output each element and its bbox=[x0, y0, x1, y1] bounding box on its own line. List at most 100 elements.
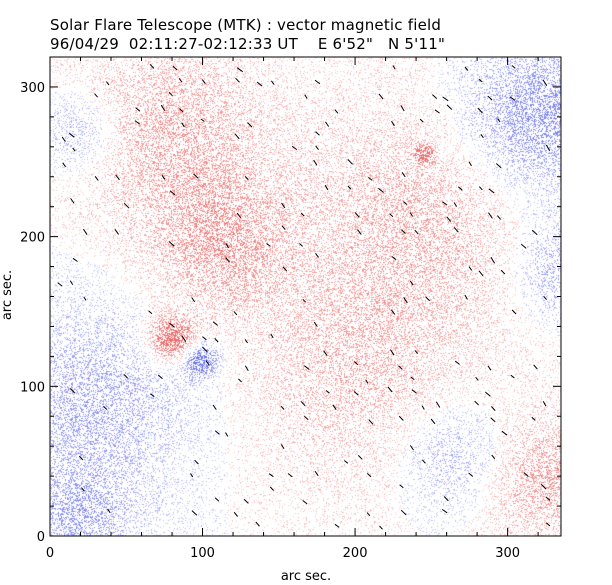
field-vector bbox=[300, 212, 305, 217]
field-vector bbox=[281, 202, 286, 209]
field-vector bbox=[543, 295, 547, 301]
chart-subtitle: 96/04/29 02:11:27-02:12:33 UT E 6'52" N … bbox=[50, 35, 446, 53]
field-vector bbox=[510, 374, 515, 379]
field-vector bbox=[365, 379, 369, 384]
chart-title: Solar Flare Telescope (MTK) : vector mag… bbox=[50, 16, 442, 34]
field-vector bbox=[454, 360, 460, 365]
field-vector bbox=[378, 187, 384, 193]
field-vector bbox=[70, 198, 75, 204]
y-tick-label: 100 bbox=[20, 380, 45, 395]
field-vector bbox=[468, 266, 473, 271]
field-vector bbox=[487, 95, 493, 101]
field-vector bbox=[545, 522, 551, 527]
field-vector bbox=[478, 78, 483, 83]
field-vector bbox=[468, 472, 474, 477]
field-vector bbox=[368, 419, 374, 425]
x-axis-label: arc sec. bbox=[281, 569, 331, 584]
field-vector bbox=[357, 455, 363, 460]
y-axis: 0 100 200 300 bbox=[20, 56, 561, 545]
field-vector bbox=[315, 252, 319, 258]
field-vector bbox=[446, 104, 453, 110]
field-vector bbox=[269, 486, 274, 491]
field-vector bbox=[478, 270, 484, 277]
field-vector bbox=[446, 216, 452, 222]
field-vector bbox=[347, 159, 353, 165]
field-vector bbox=[61, 136, 66, 142]
field-vector bbox=[425, 296, 431, 302]
field-vector bbox=[78, 455, 84, 461]
field-vector bbox=[313, 321, 318, 327]
magnetogram-field-image bbox=[50, 57, 561, 536]
field-vector bbox=[509, 96, 516, 101]
field-vector bbox=[157, 374, 163, 380]
field-vector bbox=[190, 473, 194, 478]
field-vector bbox=[169, 322, 175, 328]
field-vector bbox=[72, 257, 78, 262]
field-vector bbox=[172, 65, 178, 71]
field-vector bbox=[325, 390, 330, 394]
field-vector bbox=[225, 257, 230, 263]
field-vector bbox=[304, 94, 308, 99]
y-tick-label: 0 bbox=[37, 530, 45, 545]
field-vector bbox=[168, 92, 173, 97]
field-vector bbox=[181, 335, 187, 342]
field-vector bbox=[179, 108, 184, 113]
field-vector bbox=[401, 229, 406, 234]
field-vector bbox=[403, 297, 408, 304]
field-vector bbox=[389, 349, 395, 356]
field-vector bbox=[542, 79, 548, 86]
field-vector bbox=[299, 243, 303, 247]
field-vector bbox=[453, 202, 458, 207]
field-vector bbox=[212, 404, 217, 410]
field-vector bbox=[520, 243, 527, 249]
field-vector bbox=[149, 63, 155, 69]
field-vector bbox=[202, 336, 207, 341]
field-vector bbox=[69, 280, 74, 285]
field-vector bbox=[233, 511, 238, 517]
field-vector bbox=[391, 255, 397, 261]
field-vector bbox=[81, 487, 85, 492]
x-axis: 0 100 200 300 bbox=[46, 57, 539, 561]
field-vector bbox=[225, 243, 230, 249]
field-vector bbox=[161, 175, 166, 180]
field-vector bbox=[334, 523, 340, 528]
field-vector bbox=[442, 96, 449, 102]
field-vector bbox=[411, 389, 417, 394]
field-vector bbox=[379, 525, 383, 530]
field-vector bbox=[354, 212, 360, 218]
field-vector bbox=[414, 229, 419, 235]
field-vector bbox=[160, 104, 166, 111]
field-vector bbox=[368, 177, 373, 181]
field-vector bbox=[225, 432, 229, 437]
field-vector bbox=[270, 333, 274, 339]
field-vector bbox=[201, 79, 206, 85]
field-vector bbox=[435, 401, 441, 408]
field-vector bbox=[82, 228, 88, 235]
field-vector bbox=[531, 229, 538, 236]
field-vector bbox=[123, 202, 130, 209]
field-vector bbox=[302, 298, 307, 303]
field-vector bbox=[497, 118, 501, 123]
field-vector bbox=[409, 280, 414, 286]
field-vector bbox=[398, 365, 403, 370]
field-vector bbox=[475, 376, 479, 381]
field-vector bbox=[72, 147, 76, 152]
field-vector bbox=[270, 80, 275, 85]
field-vector bbox=[94, 176, 99, 181]
field-vector bbox=[434, 109, 440, 114]
field-vector bbox=[236, 212, 242, 219]
field-vector bbox=[501, 430, 508, 436]
field-vector bbox=[389, 213, 394, 218]
field-vector bbox=[488, 188, 495, 194]
field-vector bbox=[400, 105, 405, 112]
field-vector bbox=[148, 310, 153, 315]
field-vector bbox=[453, 226, 459, 233]
field-vector bbox=[468, 161, 472, 167]
field-vector bbox=[495, 163, 502, 169]
field-vector bbox=[485, 391, 491, 397]
field-vector bbox=[233, 311, 238, 316]
field-vector bbox=[442, 201, 448, 206]
field-vector bbox=[387, 386, 393, 393]
x-tick-label: 200 bbox=[343, 546, 368, 561]
field-vector bbox=[401, 172, 406, 178]
